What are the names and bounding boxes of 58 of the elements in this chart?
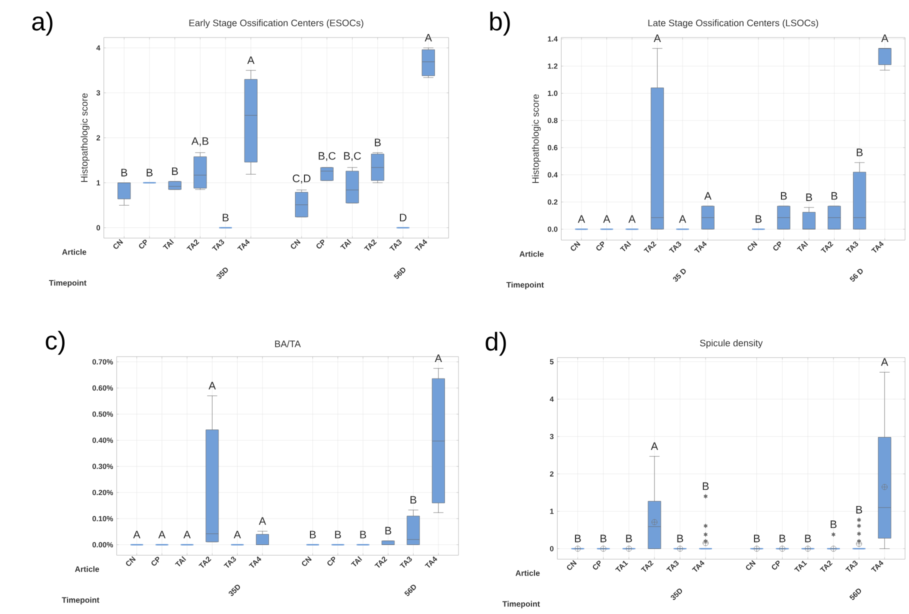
annotation: A: [704, 192, 712, 200]
annotation: B: [626, 534, 632, 542]
annotation: A: [208, 382, 216, 390]
text: b): [490, 12, 510, 36]
annotation: B: [335, 530, 341, 538]
y-axis-title: Histopathologic score: [80, 93, 90, 182]
annotation: A: [434, 354, 442, 362]
annotation: B: [222, 214, 229, 222]
annotation: A: [424, 34, 432, 42]
annotation: A: [158, 530, 166, 538]
annotation: B: [172, 167, 178, 175]
annotation: A: [678, 215, 686, 222]
annotation: D: [400, 214, 406, 222]
annotation: A: [880, 358, 888, 366]
annotation: B: [360, 530, 366, 538]
annotation: B,C: [344, 152, 361, 161]
annotation: A: [183, 530, 191, 538]
annotation: A: [578, 215, 586, 222]
annotation: C,D: [292, 174, 310, 184]
chart-title: Late Stage Ossification Centers (LSOCs): [648, 19, 818, 28]
annotation: B: [575, 534, 581, 542]
annotation: B: [121, 168, 128, 176]
annotation: B: [830, 520, 837, 528]
annotation: B: [374, 138, 381, 146]
annotation: B: [754, 534, 760, 542]
chart-title: Spicule density: [700, 339, 763, 348]
annotation: A: [133, 530, 140, 538]
annotation: A: [603, 215, 610, 222]
annotation: A: [881, 34, 888, 42]
annotation: B: [677, 534, 684, 542]
annotation: B: [856, 148, 863, 156]
annotation: A: [628, 215, 636, 222]
annotation: B: [385, 526, 392, 534]
text: a): [32, 12, 52, 36]
annotation: B,C: [318, 152, 336, 161]
annotation: B: [780, 192, 787, 200]
annotation: A: [234, 530, 241, 538]
annotation: A: [247, 56, 254, 64]
annotation: B: [780, 534, 786, 542]
annotation: B: [756, 215, 762, 222]
text: c): [46, 330, 65, 355]
chart-title: BA/TA: [275, 340, 301, 347]
chart-title: Early Stage Ossification Centers (ESOCs): [189, 19, 364, 28]
annotation: B: [805, 534, 811, 542]
y-axis-title: Histopathologic score: [532, 94, 541, 183]
annotation: A: [654, 34, 661, 42]
annotation: A: [258, 517, 266, 524]
annotation: B: [856, 506, 862, 514]
text: d): [486, 332, 506, 356]
annotation: B: [146, 168, 153, 176]
annotation: B: [310, 530, 316, 538]
annotation: B: [806, 193, 812, 201]
annotation: B: [600, 534, 606, 542]
annotation: A: [650, 442, 658, 450]
annotation: B: [832, 192, 838, 200]
annotation: B: [410, 496, 416, 504]
annotation: A,B: [191, 137, 208, 146]
annotation: B: [702, 482, 709, 490]
